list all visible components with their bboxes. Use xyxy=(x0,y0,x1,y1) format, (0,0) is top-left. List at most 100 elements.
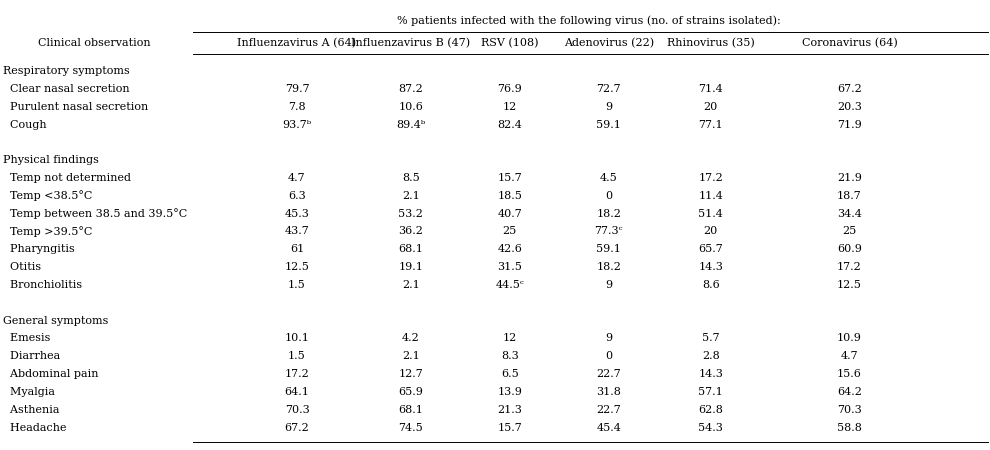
Text: 93.7ᵇ: 93.7ᵇ xyxy=(282,120,312,130)
Text: 10.1: 10.1 xyxy=(284,333,310,343)
Text: 12.7: 12.7 xyxy=(398,369,424,379)
Text: 79.7: 79.7 xyxy=(285,84,309,94)
Text: 20: 20 xyxy=(704,226,718,236)
Text: 12: 12 xyxy=(503,333,517,343)
Text: 2.1: 2.1 xyxy=(402,191,420,201)
Text: 20: 20 xyxy=(704,102,718,112)
Text: 8.6: 8.6 xyxy=(702,280,720,290)
Text: 65.9: 65.9 xyxy=(398,387,424,397)
Text: 6.3: 6.3 xyxy=(288,191,306,201)
Text: Myalgia: Myalgia xyxy=(3,387,55,397)
Text: 70.3: 70.3 xyxy=(837,405,861,415)
Text: 65.7: 65.7 xyxy=(698,244,723,254)
Text: 12.5: 12.5 xyxy=(837,280,862,290)
Text: 77.1: 77.1 xyxy=(699,120,723,130)
Text: 51.4: 51.4 xyxy=(698,209,724,219)
Text: 4.7: 4.7 xyxy=(288,173,306,183)
Text: 15.6: 15.6 xyxy=(837,369,862,379)
Text: 70.3: 70.3 xyxy=(285,405,309,415)
Text: 43.7: 43.7 xyxy=(285,226,309,236)
Text: Abdominal pain: Abdominal pain xyxy=(3,369,98,379)
Text: 31.8: 31.8 xyxy=(596,387,622,397)
Text: 4.2: 4.2 xyxy=(402,333,420,343)
Text: 18.2: 18.2 xyxy=(596,262,622,272)
Text: 89.4ᵇ: 89.4ᵇ xyxy=(396,120,426,130)
Text: 9: 9 xyxy=(605,333,613,343)
Text: 18.2: 18.2 xyxy=(596,209,622,219)
Text: 2.1: 2.1 xyxy=(402,351,420,361)
Text: Respiratory symptoms: Respiratory symptoms xyxy=(3,66,130,76)
Text: Physical findings: Physical findings xyxy=(3,155,99,165)
Text: 53.2: 53.2 xyxy=(398,209,424,219)
Text: 6.5: 6.5 xyxy=(501,369,519,379)
Text: Purulent nasal secretion: Purulent nasal secretion xyxy=(3,102,148,112)
Text: 31.5: 31.5 xyxy=(497,262,523,272)
Text: 64.1: 64.1 xyxy=(284,387,310,397)
Text: 74.5: 74.5 xyxy=(398,423,424,432)
Text: 54.3: 54.3 xyxy=(698,423,724,432)
Text: 9: 9 xyxy=(605,280,613,290)
Text: 62.8: 62.8 xyxy=(698,405,724,415)
Text: 45.3: 45.3 xyxy=(284,209,310,219)
Text: Temp <38.5°C: Temp <38.5°C xyxy=(3,190,92,201)
Text: 2.8: 2.8 xyxy=(702,351,720,361)
Text: Temp >39.5°C: Temp >39.5°C xyxy=(3,226,92,237)
Text: Adenovirus (22): Adenovirus (22) xyxy=(563,38,654,48)
Text: 68.1: 68.1 xyxy=(398,244,424,254)
Text: 59.1: 59.1 xyxy=(596,244,622,254)
Text: 77.3ᶜ: 77.3ᶜ xyxy=(595,226,623,236)
Text: 14.3: 14.3 xyxy=(698,262,724,272)
Text: Clinical observation: Clinical observation xyxy=(38,38,150,48)
Text: Influenzavirus B (47): Influenzavirus B (47) xyxy=(351,38,470,48)
Text: 18.7: 18.7 xyxy=(837,191,861,201)
Text: 57.1: 57.1 xyxy=(698,387,723,397)
Text: 10.6: 10.6 xyxy=(398,102,424,112)
Text: Diarrhea: Diarrhea xyxy=(3,351,60,361)
Text: 4.7: 4.7 xyxy=(841,351,858,361)
Text: RSV (108): RSV (108) xyxy=(481,38,539,48)
Text: Influenzavirus A (64): Influenzavirus A (64) xyxy=(238,38,356,48)
Text: 5.7: 5.7 xyxy=(702,333,720,343)
Text: Clear nasal secretion: Clear nasal secretion xyxy=(3,84,130,94)
Text: Temp not determined: Temp not determined xyxy=(3,173,131,183)
Text: 59.1: 59.1 xyxy=(596,120,622,130)
Text: 8.5: 8.5 xyxy=(402,173,420,183)
Text: 18.5: 18.5 xyxy=(497,191,523,201)
Text: 15.7: 15.7 xyxy=(498,423,523,432)
Text: 34.4: 34.4 xyxy=(837,209,862,219)
Text: 22.7: 22.7 xyxy=(596,369,622,379)
Text: Emesis: Emesis xyxy=(3,333,50,343)
Text: Coronavirus (64): Coronavirus (64) xyxy=(802,38,897,48)
Text: 9: 9 xyxy=(605,102,613,112)
Text: 60.9: 60.9 xyxy=(837,244,862,254)
Text: 20.3: 20.3 xyxy=(837,102,862,112)
Text: 22.7: 22.7 xyxy=(596,405,622,415)
Text: 21.3: 21.3 xyxy=(497,405,523,415)
Text: Rhinovirus (35): Rhinovirus (35) xyxy=(667,38,754,48)
Text: Bronchiolitis: Bronchiolitis xyxy=(3,280,82,290)
Text: 25: 25 xyxy=(842,226,856,236)
Text: 45.4: 45.4 xyxy=(596,423,622,432)
Text: 1.5: 1.5 xyxy=(288,351,306,361)
Text: 25: 25 xyxy=(503,226,517,236)
Text: 2.1: 2.1 xyxy=(402,280,420,290)
Text: 1.5: 1.5 xyxy=(288,280,306,290)
Text: 67.2: 67.2 xyxy=(285,423,309,432)
Text: 40.7: 40.7 xyxy=(498,209,523,219)
Text: 8.3: 8.3 xyxy=(501,351,519,361)
Text: 0: 0 xyxy=(605,191,613,201)
Text: Cough: Cough xyxy=(3,120,47,130)
Text: 0: 0 xyxy=(605,351,613,361)
Text: Temp between 38.5 and 39.5°C: Temp between 38.5 and 39.5°C xyxy=(3,208,187,219)
Text: 67.2: 67.2 xyxy=(837,84,861,94)
Text: 82.4: 82.4 xyxy=(497,120,523,130)
Text: 71.4: 71.4 xyxy=(698,84,723,94)
Text: % patients infected with the following virus (no. of strains isolated):: % patients infected with the following v… xyxy=(397,16,781,26)
Text: 87.2: 87.2 xyxy=(398,84,424,94)
Text: 15.7: 15.7 xyxy=(498,173,523,183)
Text: Asthenia: Asthenia xyxy=(3,405,59,415)
Text: 10.9: 10.9 xyxy=(837,333,862,343)
Text: 13.9: 13.9 xyxy=(497,387,523,397)
Text: 11.4: 11.4 xyxy=(698,191,724,201)
Text: 12.5: 12.5 xyxy=(284,262,310,272)
